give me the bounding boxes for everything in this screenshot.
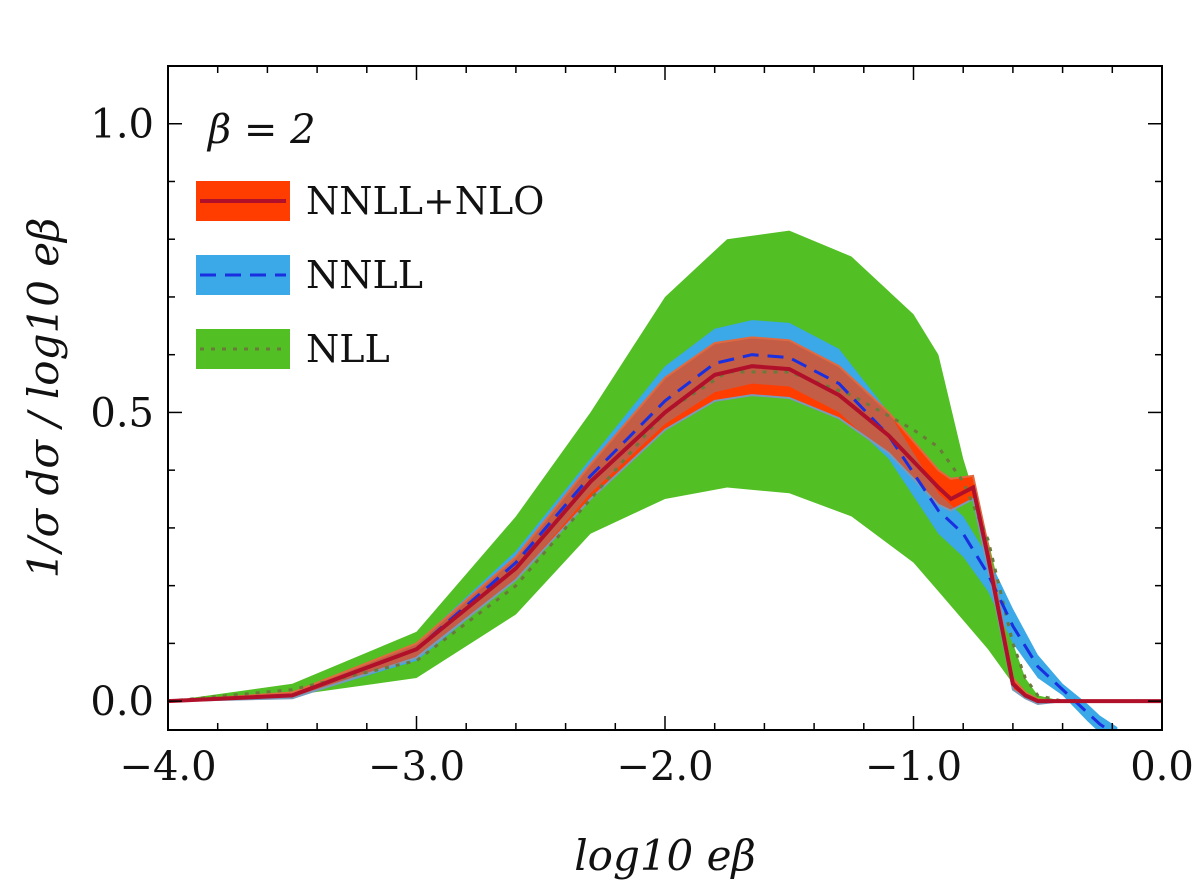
x-tick-label: −1.0: [865, 744, 962, 790]
legend-label-nll: NLL: [306, 327, 390, 371]
y-tick-label: 0.0: [90, 679, 154, 725]
nnll-nnlo-overlap: [168, 320, 1118, 730]
annotation-beta: β = 2: [206, 107, 316, 153]
x-axis-label: log10 eβ: [574, 831, 756, 880]
x-tick-label: 0.0: [1130, 744, 1194, 790]
y-tick-label: 0.5: [90, 390, 154, 436]
legend-swatch-nll: [196, 329, 290, 369]
x-tick-label: −2.0: [616, 744, 713, 790]
nnll-line: [168, 353, 1112, 730]
legend-label-nnll: NNLL: [306, 253, 423, 297]
legend: NNLL+NLO NNLL NLL: [196, 179, 544, 371]
y-axis-label: 1/σ dσ / log10 eβ: [19, 218, 68, 579]
x-tick-label: −3.0: [368, 744, 465, 790]
nnll-nlo-band-lower-edge: [168, 394, 1162, 706]
x-tick-label: −4.0: [119, 744, 216, 790]
legend-label-nnll-nlo: NNLL+NLO: [306, 179, 544, 223]
nnll-nlo-line: [168, 364, 1162, 704]
axes: −4.0 −3.0 −2.0 −1.0 0.0 0.0 0.5 1.0: [90, 65, 1194, 790]
band-layer: [168, 230, 1162, 730]
y-tick-label: 1.0: [90, 102, 154, 148]
nll-band: [168, 230, 1162, 702]
line-layer: [168, 353, 1162, 730]
